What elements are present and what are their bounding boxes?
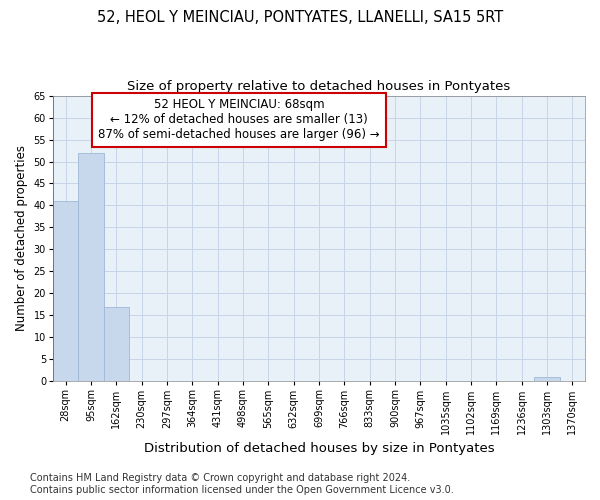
- Y-axis label: Number of detached properties: Number of detached properties: [15, 146, 28, 332]
- Bar: [104, 306, 129, 382]
- Bar: [535, 377, 560, 382]
- Text: 52 HEOL Y MEINCIAU: 68sqm
← 12% of detached houses are smaller (13)
87% of semi-: 52 HEOL Y MEINCIAU: 68sqm ← 12% of detac…: [98, 98, 380, 142]
- Text: Contains HM Land Registry data © Crown copyright and database right 2024.
Contai: Contains HM Land Registry data © Crown c…: [30, 474, 454, 495]
- Bar: [53, 201, 79, 382]
- Bar: [79, 152, 104, 382]
- X-axis label: Distribution of detached houses by size in Pontyates: Distribution of detached houses by size …: [143, 442, 494, 455]
- Title: Size of property relative to detached houses in Pontyates: Size of property relative to detached ho…: [127, 80, 511, 93]
- Text: 52, HEOL Y MEINCIAU, PONTYATES, LLANELLI, SA15 5RT: 52, HEOL Y MEINCIAU, PONTYATES, LLANELLI…: [97, 10, 503, 25]
